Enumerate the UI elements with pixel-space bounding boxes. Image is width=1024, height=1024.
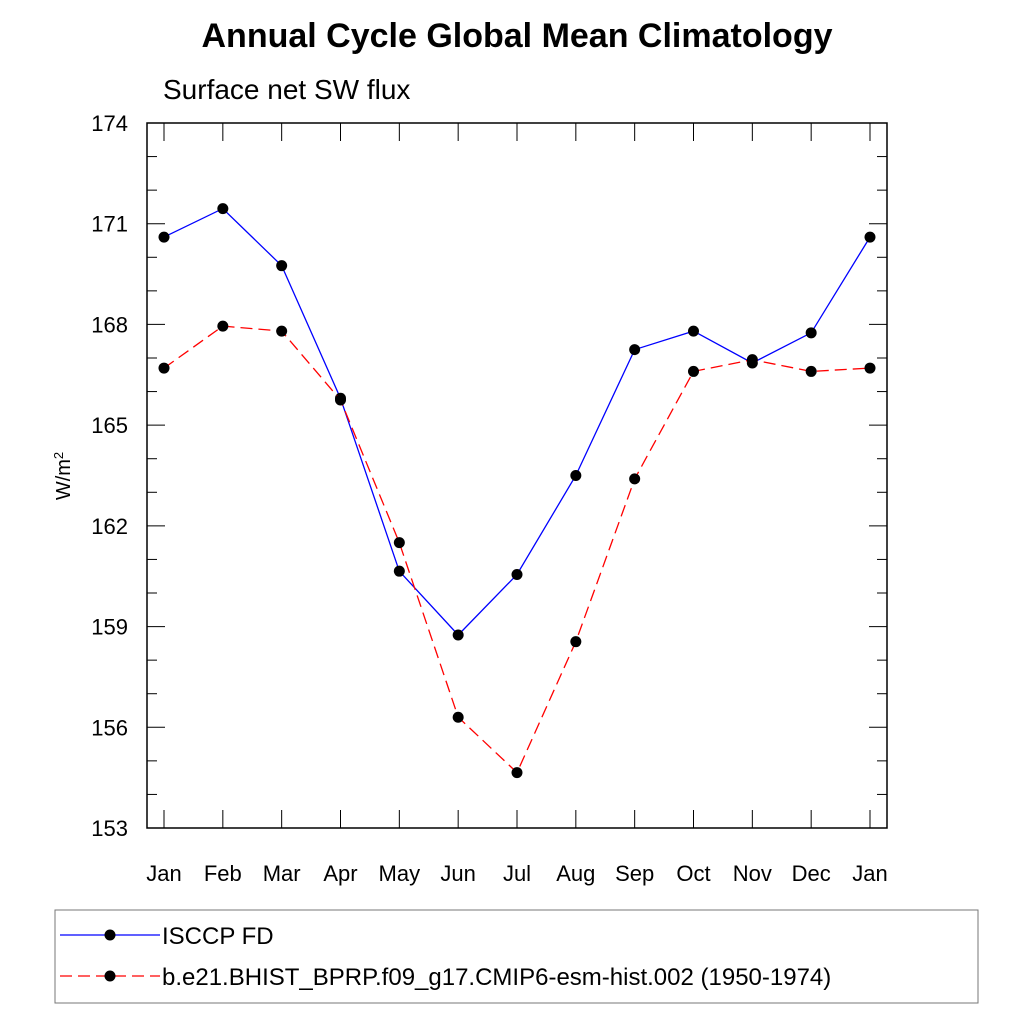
data-point — [805, 327, 817, 339]
legend-marker — [104, 929, 116, 941]
data-point — [629, 344, 641, 356]
data-point — [688, 325, 699, 337]
data-point — [276, 260, 288, 272]
x-axis-ticks: Jan Feb Mar Apr May Jun Jul Aug Sep Oct Nov Dec Jan — [146, 123, 888, 886]
data-point — [276, 325, 288, 337]
data-point — [864, 362, 876, 374]
y-axis-ticks: 153 156 159 162 165 168 171 174 — [91, 111, 887, 841]
data-point — [217, 320, 229, 332]
series-layer — [158, 203, 876, 779]
y-tick-label: 165 — [91, 413, 128, 438]
y-tick-label: 171 — [91, 212, 128, 237]
legend: ISCCP FD b.e21.BHIST_BPRP.f09_g17.CMIP6-e… — [54, 909, 979, 1004]
y-tick-label: 162 — [91, 514, 128, 539]
x-tick-label: Mar — [263, 861, 301, 886]
data-point — [393, 537, 405, 549]
data-point — [746, 354, 758, 366]
y-tick-label: 153 — [91, 816, 128, 841]
plot-area — [146, 122, 888, 829]
x-tick-label: Sep — [615, 861, 654, 886]
y-tick-label: 156 — [91, 715, 128, 740]
data-point — [511, 569, 523, 581]
data-point — [452, 629, 464, 641]
svg-text:W/m2: W/m2 — [51, 452, 76, 500]
data-point — [335, 394, 346, 406]
y-tick-label: 159 — [91, 615, 128, 640]
legend-frame — [54, 909, 979, 1004]
data-point — [629, 473, 641, 485]
data-point — [864, 231, 876, 243]
x-tick-label: Feb — [204, 861, 242, 886]
data-point — [805, 365, 817, 377]
y-axis-label-base: W/m — [53, 459, 75, 500]
x-tick-label: Aug — [556, 861, 595, 886]
data-point — [688, 365, 699, 377]
legend-label: ISCCP FD — [162, 923, 274, 950]
x-tick-label: Oct — [676, 861, 710, 886]
series-1 — [158, 203, 876, 641]
chart-subtitle: Surface net SW flux — [163, 74, 410, 105]
y-tick-label: 168 — [91, 312, 128, 337]
data-point — [570, 636, 582, 648]
plot-frame — [146, 122, 888, 829]
data-point — [570, 470, 582, 481]
x-tick-label: May — [379, 861, 421, 886]
y-axis-label-superscript: 2 — [51, 452, 66, 459]
x-tick-label: Jun — [440, 861, 475, 886]
data-point — [452, 711, 464, 723]
x-tick-label: Jan — [852, 861, 887, 886]
data-point — [158, 362, 170, 374]
data-point — [511, 767, 523, 779]
x-tick-label: Dec — [792, 861, 831, 886]
x-tick-label: Nov — [733, 861, 772, 886]
x-tick-label: Jul — [503, 861, 531, 886]
series-2 — [158, 320, 876, 779]
x-tick-label: Jan — [146, 861, 181, 886]
y-axis-label: W/m2 — [51, 452, 76, 500]
x-tick-label: Apr — [323, 861, 357, 886]
y-tick-label: 174 — [91, 111, 128, 136]
legend-label: b.e21.BHIST_BPRP.f09_g17.CMIP6-esm-hist.… — [162, 964, 831, 991]
legend-marker — [104, 970, 116, 982]
data-point — [217, 203, 229, 215]
data-point — [158, 231, 170, 243]
data-point — [393, 565, 405, 577]
series-line — [163, 325, 871, 774]
chart-title: Annual Cycle Global Mean Climatology — [202, 17, 833, 55]
